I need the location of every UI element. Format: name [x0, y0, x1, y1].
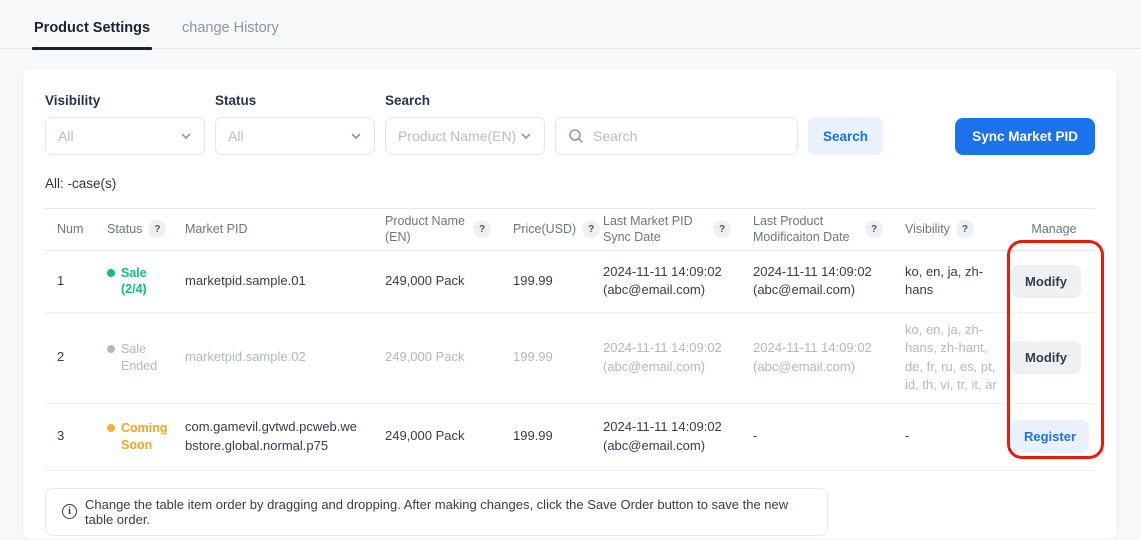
col-header-last-sync: Last Market PID Sync Date?	[591, 209, 741, 250]
manage-cell: Modify	[1011, 261, 1095, 302]
search-input-placeholder: Search	[593, 128, 638, 144]
market-pid: marketpid.sample.02	[185, 349, 306, 365]
status-select-value: All	[228, 128, 244, 144]
product-name: 249,000 Pack	[385, 428, 465, 444]
chevron-down-icon	[350, 130, 362, 142]
products-table: Num Status? Market PID Product Name (EN)…	[45, 208, 1095, 471]
col-header-product-name: Product Name (EN)?	[373, 209, 501, 250]
col-header-price: Price(USD)?	[501, 216, 601, 242]
row-num: 2	[57, 349, 65, 365]
reorder-note: i Change the table item order by draggin…	[45, 487, 828, 536]
last-sync-date: 2024-11-11 14:09:02 (abc@email.com)	[603, 263, 722, 297]
search-filter-group: Search Product Name(EN) Search Search	[385, 93, 884, 155]
status-filter-group: Status All	[215, 93, 375, 155]
reorder-note-text: Change the table item order by dragging …	[85, 496, 789, 527]
result-count: All: -case(s)	[45, 176, 117, 191]
last-sync-date: 2024-11-11 14:09:02 (abc@email.com)	[603, 419, 722, 453]
modify-button[interactable]: Modify	[1011, 264, 1081, 298]
tab-bar: Product Settings change History	[0, 0, 1141, 50]
col-header-visibility: Visibility?	[893, 216, 1011, 242]
search-field-value: Product Name(EN)	[398, 128, 517, 144]
visibility-filter-group: Visibility All	[45, 93, 205, 155]
chevron-down-icon	[180, 130, 192, 142]
market-pid: com.gamevil.gvtwd.pcweb.webstore.global.…	[185, 419, 357, 453]
visibility-filter-label: Visibility	[45, 93, 101, 108]
sync-market-pid-button[interactable]: Sync Market PID	[955, 118, 1095, 155]
table-row[interactable]: 2 Sale Ended marketpid.sample.02 249,000…	[45, 313, 1095, 404]
price: 199.99	[513, 349, 553, 365]
filter-bar: Visibility All Status All Search Product	[45, 93, 1095, 155]
product-name: 249,000 Pack	[385, 272, 465, 288]
help-icon[interactable]: ?	[582, 220, 601, 239]
col-header-num: Num	[57, 222, 84, 237]
tab-product-settings[interactable]: Product Settings	[32, 20, 153, 50]
col-header-market-pid: Market PID	[185, 222, 248, 237]
modify-button[interactable]: Modify	[1011, 341, 1081, 374]
status-dot-icon	[107, 424, 115, 433]
status-dot-icon	[107, 345, 115, 354]
info-icon: i	[62, 504, 77, 519]
visibility-languages: -	[905, 428, 910, 444]
status-select[interactable]: All	[215, 117, 375, 155]
tab-change-history[interactable]: change History	[182, 20, 279, 36]
status-badge: Sale (2/4)	[95, 265, 173, 298]
manage-cell: Modify	[1011, 337, 1095, 378]
last-modified-date: 2024-11-11 14:09:02 (abc@email.com)	[753, 340, 872, 374]
manage-cell: Register	[1011, 416, 1103, 457]
search-filter-label: Search	[385, 93, 431, 108]
search-input[interactable]: Search	[555, 117, 798, 155]
help-icon[interactable]: ?	[955, 220, 974, 239]
visibility-languages: ko, en, ja, zh-hans	[905, 263, 984, 297]
help-icon[interactable]: ?	[473, 220, 491, 239]
visibility-languages: ko, en, ja, zh-hans, zh-hant, de, fr, ru…	[905, 322, 997, 392]
help-icon[interactable]: ?	[148, 220, 167, 239]
search-button[interactable]: Search	[808, 117, 884, 155]
product-settings-panel: Visibility All Status All Search Product	[22, 68, 1118, 540]
row-num: 1	[57, 272, 65, 288]
search-field-select[interactable]: Product Name(EN)	[385, 117, 545, 155]
register-button[interactable]: Register	[1011, 420, 1090, 453]
last-modified-date: 2024-11-11 14:09:02 (abc@email.com)	[753, 263, 872, 297]
last-sync-date: 2024-11-11 14:09:02 (abc@email.com)	[603, 340, 722, 374]
search-icon	[568, 128, 584, 144]
col-header-status: Status?	[95, 216, 173, 242]
price: 199.99	[513, 428, 553, 444]
table-row[interactable]: 1 Sale (2/4) marketpid.sample.01 249,000…	[45, 251, 1095, 313]
help-icon[interactable]: ?	[713, 220, 731, 239]
help-icon[interactable]: ?	[865, 220, 883, 239]
market-pid: marketpid.sample.01	[185, 272, 306, 288]
status-badge: Sale Ended	[95, 341, 173, 374]
visibility-select-value: All	[58, 128, 74, 144]
product-name: 249,000 Pack	[385, 349, 465, 365]
status-filter-label: Status	[215, 93, 257, 108]
row-num: 3	[57, 428, 65, 444]
price: 199.99	[513, 272, 553, 288]
col-header-last-modified: Last Product Modificaiton Date?	[741, 209, 893, 250]
status-badge: Coming Soon	[95, 420, 173, 453]
visibility-select[interactable]: All	[45, 117, 205, 155]
chevron-down-icon	[520, 130, 532, 142]
status-dot-icon	[107, 268, 115, 277]
col-header-manage: Manage	[1031, 222, 1077, 237]
table-row[interactable]: 3 Coming Soon com.gamevil.gvtwd.pcweb.we…	[45, 404, 1095, 471]
table-header-row: Num Status? Market PID Product Name (EN)…	[45, 208, 1095, 251]
last-modified-date: -	[753, 428, 758, 444]
